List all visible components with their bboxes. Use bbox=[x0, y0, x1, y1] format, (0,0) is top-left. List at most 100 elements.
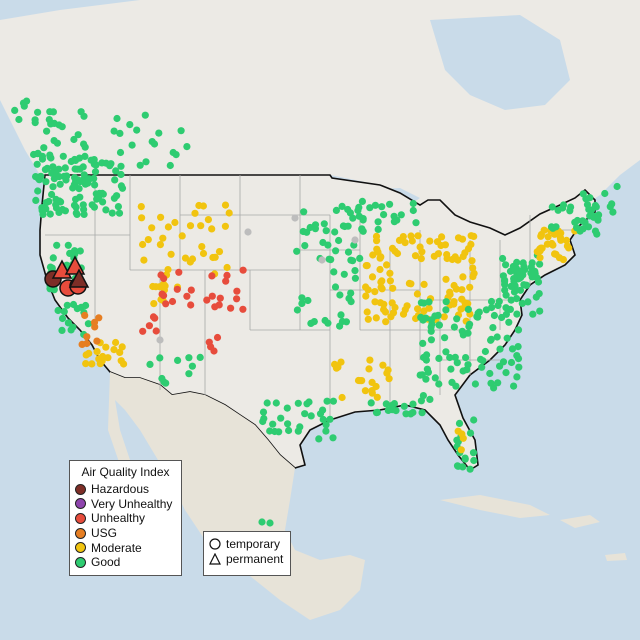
moderate-site-marker bbox=[425, 304, 433, 312]
good-site-marker bbox=[442, 348, 450, 356]
unhealthy-site-marker bbox=[216, 294, 224, 302]
good-site-marker bbox=[185, 370, 193, 378]
good-site-marker bbox=[324, 241, 332, 249]
good-site-marker bbox=[108, 209, 116, 217]
moderate-site-marker bbox=[160, 280, 168, 288]
good-site-marker bbox=[482, 306, 490, 314]
good-site-marker bbox=[418, 409, 426, 417]
good-site-marker bbox=[502, 304, 510, 312]
good-site-marker bbox=[481, 347, 489, 356]
legend-label: Very Unhealthy bbox=[91, 496, 173, 511]
good-site-marker bbox=[591, 227, 600, 235]
good-site-marker bbox=[31, 119, 39, 127]
unhealthy-site-marker bbox=[208, 272, 216, 280]
good-site-marker bbox=[128, 141, 136, 149]
good-site-marker bbox=[294, 399, 302, 407]
moderate-site-marker bbox=[356, 377, 364, 385]
temporary-label: temporary bbox=[226, 536, 281, 551]
good-site-marker bbox=[435, 380, 443, 388]
good-site-marker bbox=[72, 203, 80, 211]
moderate-site-marker bbox=[371, 288, 379, 296]
good-site-marker bbox=[146, 360, 154, 368]
good-site-marker bbox=[422, 356, 430, 364]
good-site-marker bbox=[409, 206, 417, 215]
good-site-marker bbox=[462, 354, 470, 362]
good-site-marker bbox=[148, 138, 156, 146]
moderate-site-marker bbox=[373, 393, 381, 401]
good-site-marker bbox=[502, 310, 510, 318]
good-site-marker bbox=[490, 311, 498, 320]
good-site-marker bbox=[409, 199, 417, 208]
unhealthy-site-marker bbox=[233, 295, 241, 303]
moderate-site-marker bbox=[225, 209, 233, 217]
moderate-site-marker bbox=[95, 355, 103, 363]
good-site-marker bbox=[529, 310, 537, 318]
good-site-marker bbox=[374, 218, 382, 226]
moderate-site-marker bbox=[407, 232, 415, 240]
good-site-marker bbox=[34, 174, 42, 182]
good-site-marker bbox=[552, 223, 560, 231]
moderate-site-marker bbox=[389, 284, 397, 292]
good-site-marker bbox=[32, 196, 40, 204]
aqi-legend: Air Quality Index Hazardous Very Unhealt… bbox=[69, 460, 182, 576]
good-site-marker bbox=[275, 428, 283, 436]
moderate-site-marker bbox=[371, 298, 379, 306]
no-data-site-marker bbox=[156, 336, 164, 344]
moderate-site-marker bbox=[467, 240, 475, 248]
moderate-site-marker bbox=[365, 365, 373, 373]
good-site-marker bbox=[55, 173, 63, 181]
good-site-marker bbox=[431, 374, 439, 382]
good-swatch bbox=[75, 556, 86, 568]
good-site-marker bbox=[466, 465, 474, 473]
moderate-site-marker bbox=[469, 264, 477, 272]
site-type-legend: temporary permanent bbox=[203, 531, 291, 576]
good-site-marker bbox=[126, 121, 134, 129]
good-site-marker bbox=[58, 123, 66, 131]
good-site-marker bbox=[38, 155, 47, 163]
moderate-site-marker bbox=[221, 222, 229, 230]
good-site-marker bbox=[59, 152, 67, 160]
good-site-marker bbox=[322, 427, 330, 435]
aqi-legend-title: Air Quality Index bbox=[81, 465, 170, 479]
moderate-site-marker bbox=[414, 305, 422, 313]
moderate-site-marker bbox=[551, 230, 559, 238]
good-site-marker bbox=[332, 247, 340, 255]
good-site-marker bbox=[613, 182, 621, 191]
good-site-marker bbox=[46, 210, 54, 218]
good-site-marker bbox=[311, 225, 319, 233]
hazardous-permanent-site-marker bbox=[68, 268, 90, 288]
good-site-marker bbox=[64, 241, 72, 249]
good-site-marker bbox=[508, 345, 517, 353]
unhealthy-site-marker bbox=[173, 285, 181, 293]
good-site-marker bbox=[573, 224, 581, 232]
mexico-land bbox=[108, 372, 365, 620]
good-site-marker bbox=[34, 187, 42, 195]
good-site-marker bbox=[427, 336, 435, 344]
good-site-marker bbox=[45, 116, 53, 124]
good-site-marker bbox=[56, 180, 64, 188]
good-site-marker bbox=[71, 247, 79, 255]
moderate-site-marker bbox=[379, 361, 387, 369]
good-site-marker bbox=[442, 306, 450, 314]
good-site-marker bbox=[92, 161, 100, 169]
good-site-marker bbox=[507, 296, 515, 304]
good-site-marker bbox=[466, 429, 475, 437]
usg-swatch bbox=[75, 527, 86, 539]
good-site-marker bbox=[335, 236, 343, 245]
legend-item-hazardous: Hazardous bbox=[70, 482, 181, 497]
good-site-marker bbox=[58, 314, 67, 323]
good-site-marker bbox=[42, 199, 50, 207]
good-site-marker bbox=[579, 225, 587, 233]
good-site-marker bbox=[329, 397, 337, 405]
legend-label: USG bbox=[91, 526, 118, 541]
good-site-marker bbox=[345, 294, 353, 302]
moderate-site-marker bbox=[181, 254, 190, 262]
good-site-marker bbox=[84, 320, 92, 328]
good-site-marker bbox=[110, 127, 118, 135]
legend-item-good: Good bbox=[70, 555, 181, 570]
good-site-marker bbox=[42, 205, 50, 213]
good-site-marker bbox=[419, 339, 427, 347]
good-site-marker bbox=[15, 115, 23, 124]
moderate-site-marker bbox=[544, 233, 552, 241]
moderate-swatch bbox=[75, 542, 86, 554]
